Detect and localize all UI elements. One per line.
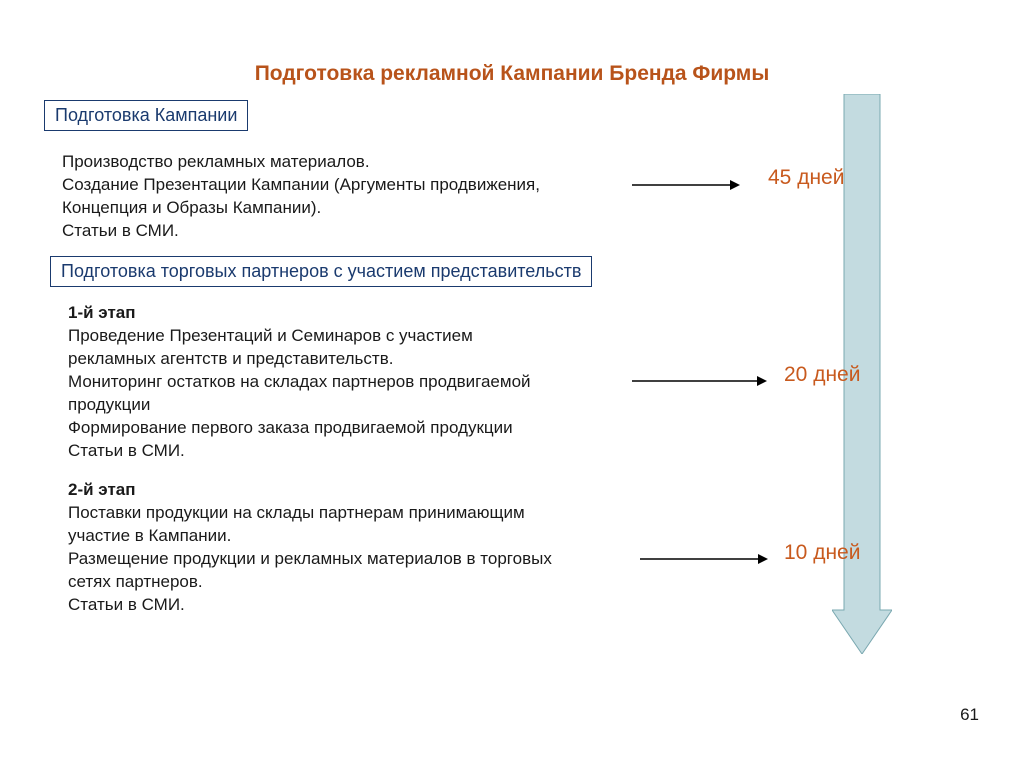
line: Мониторинг остатков на складах партнеров… (68, 371, 598, 394)
duration-label-1: 45 дней (768, 166, 844, 190)
line: Формирование первого заказа продвигаемой… (68, 417, 598, 440)
page-number: 61 (960, 705, 979, 725)
line: участие в Кампании. (68, 525, 598, 548)
duration-label-3: 10 дней (784, 541, 860, 565)
line: Поставки продукции на склады партнерам п… (68, 502, 598, 525)
connector-arrow-icon (640, 552, 768, 553)
line: Размещение продукции и рекламных материа… (68, 548, 598, 571)
stage-heading: 2-й этап (68, 479, 598, 502)
text-block-2: 1-й этап Проведение Презентаций и Семина… (68, 302, 598, 463)
duration-label-2: 20 дней (784, 363, 860, 387)
text-block-3: 2-й этап Поставки продукции на склады па… (68, 479, 598, 617)
line: Концепция и Образы Кампании). (62, 197, 622, 220)
line: Производство рекламных материалов. (62, 151, 622, 174)
page-title: Подготовка рекламной Кампании Бренда Фир… (0, 62, 1024, 86)
stage-heading: 1-й этап (68, 302, 598, 325)
line: Создание Презентации Кампании (Аргументы… (62, 174, 622, 197)
line: Проведение Презентаций и Семинаров с уча… (68, 325, 598, 348)
connector-arrow-icon (632, 178, 740, 179)
text-block-1: Производство рекламных материалов. Созда… (62, 151, 622, 243)
section-box-preparation: Подготовка Кампании (44, 100, 248, 131)
line: Статьи в СМИ. (68, 594, 598, 617)
line: Статьи в СМИ. (68, 440, 598, 463)
line: рекламных агентств и представительств. (68, 348, 598, 371)
line: сетях партнеров. (68, 571, 598, 594)
section-box-partners: Подготовка торговых партнеров с участием… (50, 256, 592, 287)
line: продукции (68, 394, 598, 417)
line: Статьи в СМИ. (62, 220, 622, 243)
connector-arrow-icon (632, 374, 767, 375)
